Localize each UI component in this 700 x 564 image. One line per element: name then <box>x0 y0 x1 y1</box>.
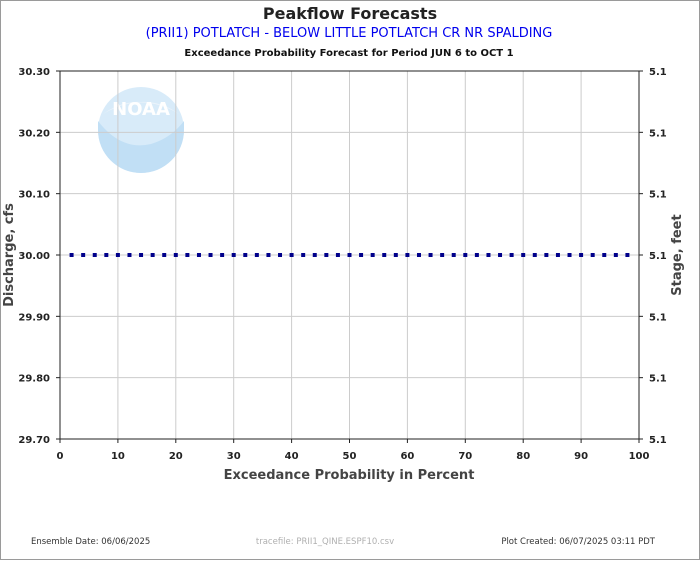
x-tick-label: 70 <box>458 451 472 462</box>
data-point <box>115 253 120 257</box>
x-tick-label: 50 <box>343 451 357 462</box>
data-point <box>220 253 225 257</box>
noaa-logo-text: NOAA <box>112 99 170 120</box>
data-point <box>509 253 514 257</box>
tracefile: tracefile: PRII1_QINE.ESPF10.csv <box>256 537 394 547</box>
data-point <box>405 253 410 257</box>
data-point <box>289 253 294 257</box>
data-point <box>173 253 178 257</box>
y-tick-label-left: 30.20 <box>18 128 50 139</box>
data-point <box>278 253 283 257</box>
data-point <box>428 253 433 257</box>
data-point <box>370 253 375 257</box>
data-point <box>579 253 584 257</box>
x-tick-label: 80 <box>516 451 530 462</box>
data-point <box>92 253 97 257</box>
plot-created: Plot Created: 06/07/2025 03:11 PDT <box>501 537 655 547</box>
y-tick-label-right: 5.1 <box>649 128 667 139</box>
data-point <box>312 253 317 257</box>
data-point <box>185 253 190 257</box>
y-axis-ticks-left: 29.70 29.80 29.90 30.00 30.10 30.20 30.30 <box>18 67 60 446</box>
data-point <box>81 253 86 257</box>
x-tick-label: 100 <box>629 451 650 462</box>
y-tick-label-left: 30.00 <box>18 251 50 262</box>
ensemble-date: Ensemble Date: 06/06/2025 <box>31 537 150 547</box>
data-point <box>231 253 236 257</box>
x-tick-label: 60 <box>400 451 414 462</box>
data-point <box>208 253 213 257</box>
data-point <box>498 253 503 257</box>
x-tick-label: 40 <box>285 451 299 462</box>
data-point <box>359 253 364 257</box>
data-series <box>69 253 630 257</box>
data-point <box>139 253 144 257</box>
x-tick-label: 90 <box>574 451 588 462</box>
period-label: Exceedance Probability Forecast for Peri… <box>184 48 513 59</box>
data-point <box>474 253 479 257</box>
chart-subtitle: (PRII1) POTLATCH - BELOW LITTLE POTLATCH… <box>146 26 553 41</box>
data-point <box>301 253 306 257</box>
data-point <box>567 253 572 257</box>
x-tick-label: 30 <box>227 451 241 462</box>
data-point <box>196 253 201 257</box>
y-tick-label-right: 5.1 <box>649 251 667 262</box>
x-tick-label: 20 <box>169 451 183 462</box>
data-point <box>162 253 167 257</box>
y-tick-label-left: 29.70 <box>18 435 50 446</box>
data-point <box>602 253 607 257</box>
y-tick-label-left: 30.10 <box>18 190 50 201</box>
data-point <box>104 253 109 257</box>
data-point <box>613 253 618 257</box>
chart-title: Peakflow Forecasts <box>263 4 437 23</box>
data-point <box>544 253 549 257</box>
data-point <box>521 253 526 257</box>
y-tick-label-left: 30.30 <box>18 67 50 78</box>
data-point <box>463 253 468 257</box>
data-point <box>382 253 387 257</box>
y-axis-ticks-right: 5.1 5.1 5.1 5.1 5.1 5.1 5.1 <box>639 67 667 446</box>
data-point <box>243 253 248 257</box>
y-tick-label-left: 29.80 <box>18 374 50 385</box>
data-point <box>416 253 421 257</box>
data-point <box>347 253 352 257</box>
y-tick-label-right: 5.1 <box>649 435 667 446</box>
data-point <box>324 253 329 257</box>
y-tick-label-right: 5.1 <box>649 374 667 385</box>
data-point <box>254 253 259 257</box>
data-point <box>625 253 630 257</box>
y-axis-label-left: Discharge, cfs <box>2 203 17 307</box>
y-tick-label-left: 29.90 <box>18 312 50 323</box>
y-axis-label-right: Stage, feet <box>670 214 685 295</box>
data-point <box>451 253 456 257</box>
data-point <box>335 253 340 257</box>
data-point <box>150 253 155 257</box>
x-tick-label: 0 <box>57 451 64 462</box>
x-tick-label: 10 <box>111 451 125 462</box>
data-point <box>532 253 537 257</box>
data-point <box>555 253 560 257</box>
data-point <box>266 253 271 257</box>
noaa-logo: NOAA <box>98 87 184 173</box>
data-point <box>127 253 132 257</box>
y-tick-label-right: 5.1 <box>649 67 667 78</box>
y-tick-label-right: 5.1 <box>649 312 667 323</box>
y-tick-label-right: 5.1 <box>649 190 667 201</box>
x-axis-ticks: 0 10 20 30 40 50 60 70 80 90 100 <box>57 439 650 462</box>
data-point <box>486 253 491 257</box>
data-point <box>590 253 595 257</box>
data-point <box>440 253 445 257</box>
data-point <box>69 253 74 257</box>
x-axis-label: Exceedance Probability in Percent <box>224 468 475 483</box>
data-point <box>393 253 398 257</box>
